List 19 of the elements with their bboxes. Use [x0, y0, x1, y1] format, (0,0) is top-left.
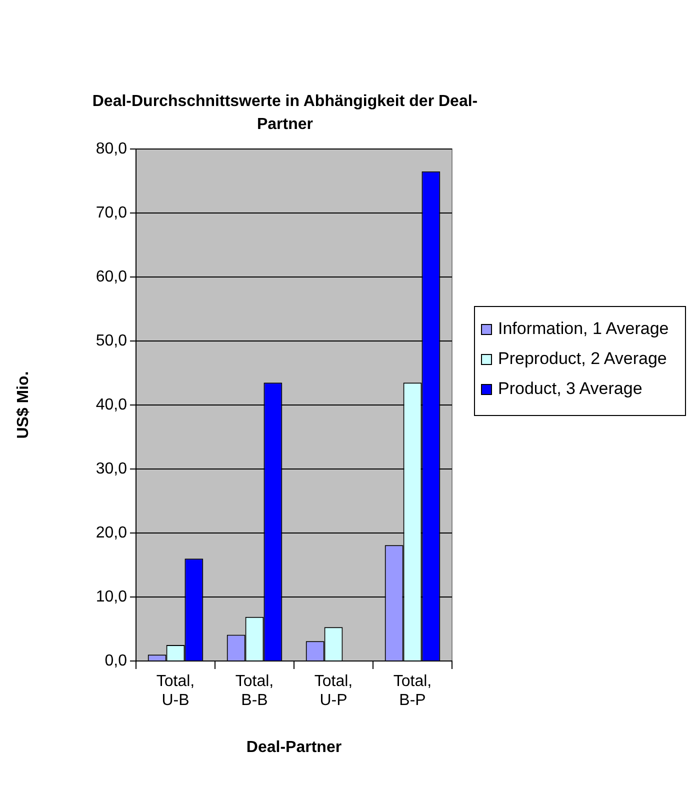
y-axis-title: US$ Mio. — [15, 371, 32, 439]
x-tick-label: Total, U-B — [156, 673, 195, 710]
y-tick-label: 60,0 — [96, 268, 128, 286]
y-tick-label: 50,0 — [96, 332, 128, 350]
y-tick-label: 10,0 — [96, 588, 128, 606]
legend-label: Product, 3 Average — [498, 378, 642, 400]
y-tick-label: 40,0 — [96, 396, 128, 414]
x-axis-title: Deal-Partner — [246, 738, 342, 756]
x-tick-label: Total, U-P — [314, 673, 353, 710]
x-tick-label: Total, B-B — [235, 673, 274, 710]
legend-label: Information, 1 Average — [498, 318, 669, 340]
legend-label: Preproduct, 2 Average — [498, 348, 667, 370]
chart-title: Deal-Durchschnittswerte in Abhängigkeit der Deal-Partner — [91, 92, 479, 135]
y-tick-label: 80,0 — [96, 140, 128, 158]
y-tick-label: 20,0 — [96, 524, 128, 542]
y-tick-label: 0,0 — [104, 652, 128, 670]
y-tick-label: 30,0 — [96, 460, 128, 478]
x-tick-label: Total, B-P — [393, 673, 432, 710]
y-tick-label: 70,0 — [96, 204, 128, 222]
